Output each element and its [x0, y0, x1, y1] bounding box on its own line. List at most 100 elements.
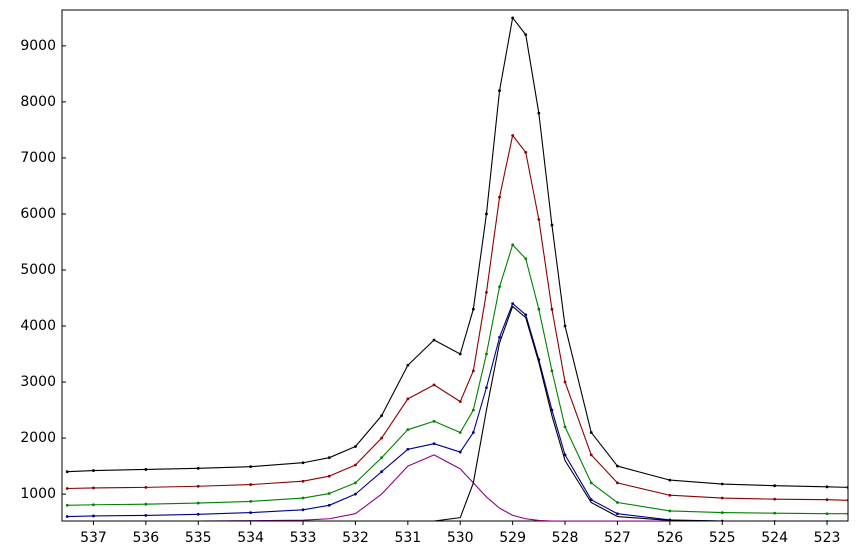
- data-point: [537, 307, 541, 311]
- data-point: [563, 380, 567, 384]
- x-tick-label: 523: [814, 530, 841, 546]
- data-point: [458, 352, 462, 356]
- data-point: [524, 313, 528, 317]
- data-point: [458, 400, 462, 404]
- x-tick-label: 536: [132, 530, 159, 546]
- data-point: [550, 223, 554, 227]
- data-point: [249, 483, 253, 486]
- data-point: [524, 257, 528, 261]
- data-point: [92, 514, 95, 518]
- data-point: [65, 470, 69, 474]
- x-tick-label: 528: [552, 530, 579, 546]
- x-tick-label: 532: [342, 530, 369, 546]
- plot-area: [61, 9, 849, 522]
- data-point: [301, 461, 305, 465]
- data-point: [537, 218, 541, 221]
- data-point: [196, 512, 200, 516]
- data-point: [144, 468, 148, 471]
- y-tick-label: 7000: [20, 150, 56, 166]
- x-tick-label: 533: [290, 530, 317, 546]
- y-tick-label: 8000: [20, 94, 56, 110]
- data-point: [511, 134, 515, 137]
- data-point: [720, 511, 724, 514]
- data-point: [249, 499, 253, 503]
- data-point: [92, 486, 95, 490]
- data-point: [196, 484, 200, 488]
- data-point: [589, 453, 593, 457]
- data-point: [589, 481, 593, 485]
- x-tick-label: 535: [185, 530, 212, 546]
- data-point: [720, 482, 724, 486]
- y-tick-label: 4000: [20, 318, 56, 334]
- data-point: [65, 487, 69, 490]
- data-point: [668, 493, 672, 497]
- data-point: [485, 352, 488, 356]
- data-point: [380, 470, 384, 474]
- data-point: [301, 479, 305, 483]
- data-point: [406, 447, 410, 451]
- y-tick-label: 6000: [20, 206, 56, 222]
- data-point: [354, 463, 357, 467]
- data-point: [354, 481, 357, 485]
- data-point: [498, 89, 501, 93]
- data-point: [471, 307, 475, 311]
- data-point: [458, 431, 462, 434]
- data-point: [471, 369, 475, 373]
- data-point: [498, 195, 501, 199]
- data-point: [616, 501, 619, 504]
- data-point: [846, 485, 848, 489]
- data-point: [327, 492, 331, 495]
- x-tick-label: 527: [604, 530, 631, 546]
- data-point: [249, 511, 253, 514]
- data-point: [773, 497, 777, 501]
- data-point: [668, 509, 672, 513]
- data-point: [537, 111, 541, 115]
- plot-layer: [65, 16, 848, 521]
- data-point: [144, 485, 148, 489]
- data-point: [616, 512, 619, 516]
- data-point: [327, 456, 331, 460]
- data-point: [196, 501, 200, 505]
- data-point: [301, 496, 305, 500]
- data-point: [65, 515, 69, 518]
- data-point: [511, 243, 515, 247]
- x-tick-label: 537: [80, 530, 107, 546]
- data-point: [432, 338, 436, 342]
- data-point: [65, 503, 69, 507]
- data-point: [432, 419, 436, 423]
- data-point: [563, 453, 567, 457]
- data-point: [485, 212, 488, 216]
- data-point: [380, 456, 384, 460]
- data-point: [524, 33, 528, 37]
- data-point: [485, 386, 488, 390]
- y-tick-label: 9000: [20, 38, 56, 54]
- x-tick-label: 526: [656, 530, 683, 546]
- data-point: [432, 442, 436, 446]
- y-tick-label: 3000: [20, 374, 56, 390]
- data-point: [354, 445, 357, 448]
- data-point: [458, 450, 462, 454]
- data-point: [406, 397, 410, 401]
- data-point: [406, 428, 410, 432]
- data-point: [511, 302, 515, 306]
- y-tick-label: 2000: [20, 430, 56, 446]
- data-point: [471, 408, 475, 412]
- data-point: [563, 324, 567, 328]
- data-point: [825, 485, 829, 489]
- data-point: [380, 414, 384, 418]
- series-line: [67, 305, 848, 521]
- data-point: [550, 307, 554, 311]
- data-point: [144, 513, 148, 517]
- data-point: [511, 16, 515, 20]
- data-point: [406, 363, 410, 367]
- data-point: [589, 431, 593, 434]
- data-point: [550, 369, 554, 373]
- data-point: [249, 465, 253, 469]
- data-point: [720, 496, 724, 500]
- data-point: [485, 290, 488, 294]
- data-point: [498, 335, 501, 339]
- y-tick-label: 1000: [20, 486, 56, 502]
- data-point: [471, 431, 475, 434]
- data-point: [301, 508, 305, 512]
